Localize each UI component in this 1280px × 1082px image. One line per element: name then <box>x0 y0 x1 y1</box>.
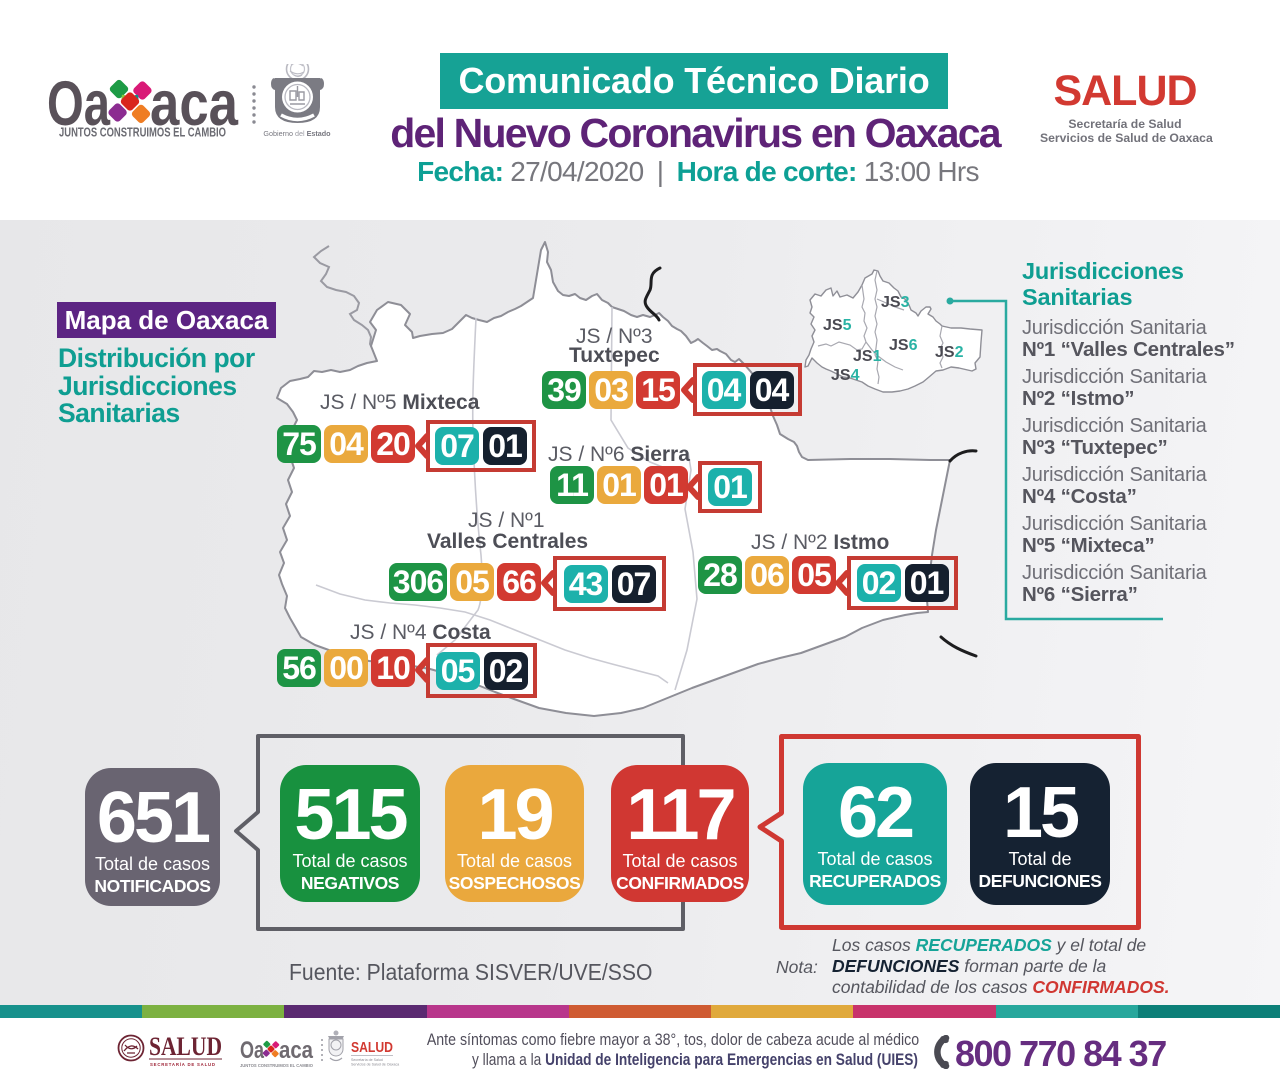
svg-text:Gobierno del Estado: Gobierno del Estado <box>263 129 331 138</box>
svg-text:SALUD: SALUD <box>351 1040 393 1056</box>
svg-text:SALUD: SALUD <box>149 1032 222 1061</box>
svg-text:JS3: JS3 <box>881 294 910 311</box>
svg-text:JUNTOS CONSTRUIMOS EL CAMBIO: JUNTOS CONSTRUIMOS EL CAMBIO <box>59 126 226 140</box>
svg-text:JS1: JS1 <box>853 348 882 365</box>
svg-text:SECRETARÍA DE SALUD: SECRETARÍA DE SALUD <box>150 1062 216 1067</box>
svg-text:Oa: Oa <box>47 69 111 139</box>
svg-text:Secretaría de Salud: Secretaría de Salud <box>351 1058 383 1062</box>
svg-text:JUNTOS CONSTRUIMOS EL CAMBIO: JUNTOS CONSTRUIMOS EL CAMBIO <box>240 1063 313 1068</box>
svg-text:JS4: JS4 <box>831 367 860 384</box>
svg-text:Oa: Oa <box>240 1037 264 1064</box>
svg-text:JS2: JS2 <box>935 344 964 361</box>
svg-text:Servicios de Salud de Oaxaca: Servicios de Salud de Oaxaca <box>351 1063 399 1067</box>
svg-text:aca: aca <box>279 1037 314 1064</box>
svg-text:JS6: JS6 <box>889 337 918 354</box>
svg-text:aca: aca <box>150 69 239 139</box>
svg-text:JS5: JS5 <box>823 317 852 334</box>
